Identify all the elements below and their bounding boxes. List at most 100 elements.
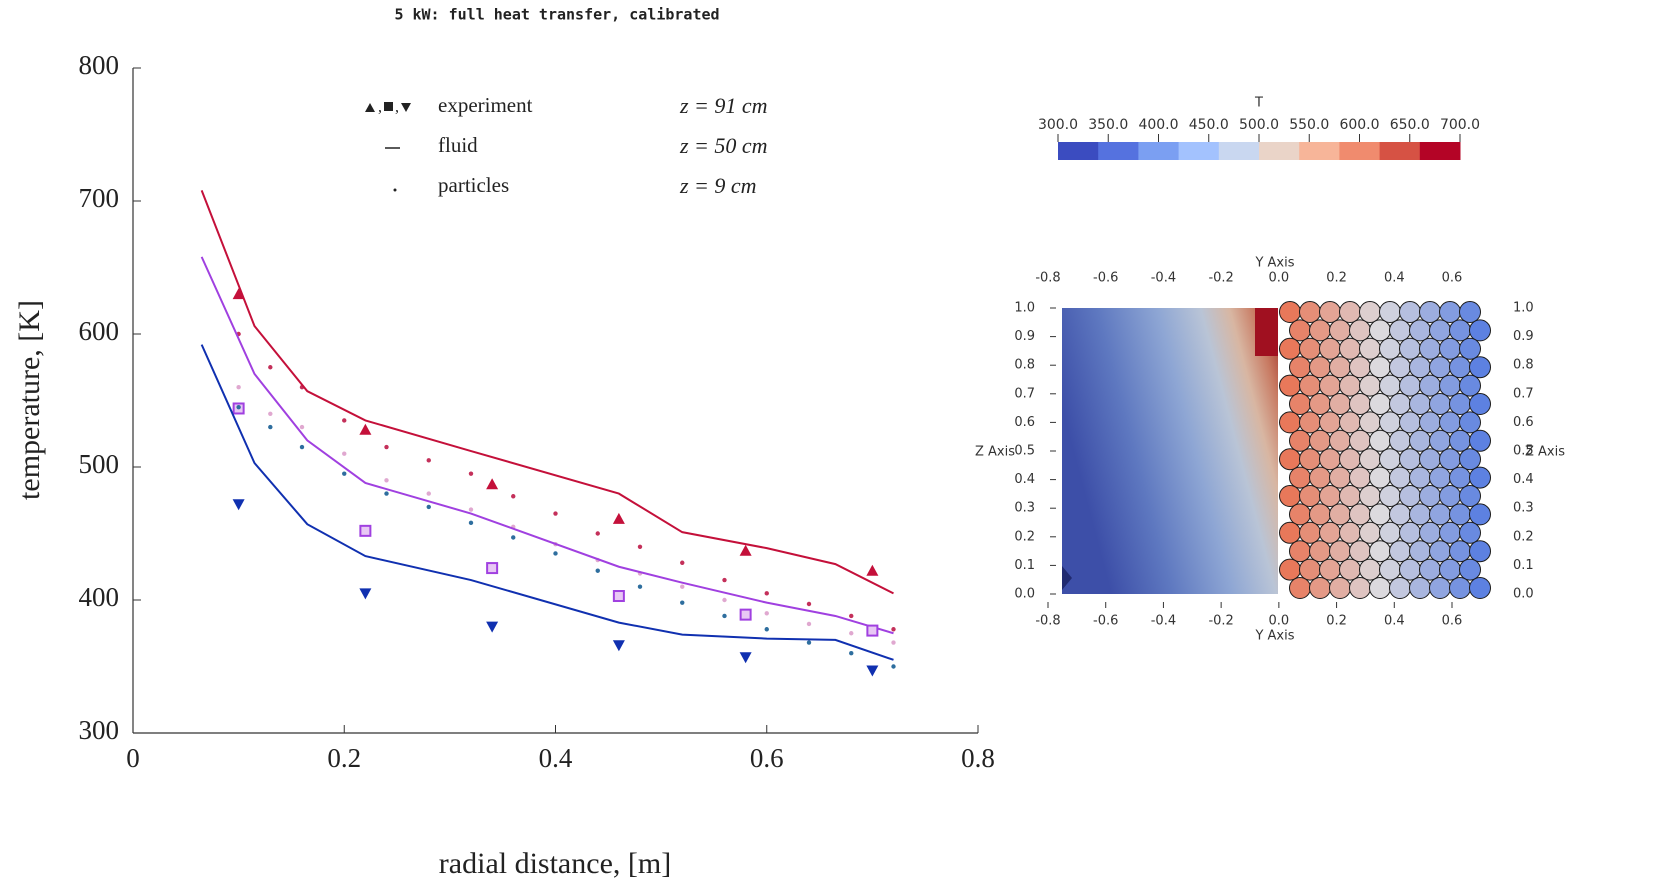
packed-particle (1289, 577, 1311, 599)
packed-particle (1349, 466, 1371, 489)
packed-particle (1299, 521, 1321, 544)
sim-y-tick-label: -0.8 (1035, 614, 1060, 629)
colorbar-band (1259, 142, 1300, 160)
packed-particle (1289, 466, 1311, 489)
packed-particle (1399, 485, 1421, 507)
colorbar-tick-label: 350.0 (1088, 117, 1128, 133)
packed-particle (1369, 540, 1391, 563)
sim-z-tick-label: 0.4 (1014, 472, 1035, 487)
colorbar-tick-label: 600.0 (1339, 117, 1379, 133)
particle-point (680, 600, 685, 605)
packed-particle (1369, 356, 1391, 379)
packed-particle (1339, 558, 1361, 581)
packed-particle (1439, 301, 1461, 323)
particle-point (426, 458, 431, 463)
packed-particle (1409, 393, 1431, 415)
packed-particle (1279, 521, 1301, 544)
legend-series-label: z = 9 cm (679, 173, 757, 198)
packed-particle (1349, 393, 1371, 415)
packed-particle (1409, 503, 1431, 526)
packed-particle (1429, 466, 1451, 489)
particle-point (722, 613, 727, 619)
packed-particle (1409, 319, 1431, 342)
contour-hot-spot (1255, 308, 1278, 356)
particle-point (468, 471, 474, 476)
y-tick-label: 400 (79, 582, 120, 612)
experiment-marker (359, 423, 372, 435)
particle-point (236, 404, 241, 410)
packed-particle (1439, 337, 1461, 360)
packed-particle (1419, 301, 1441, 323)
packed-particle (1309, 503, 1331, 526)
packed-particle (1429, 393, 1451, 415)
packed-particle (1449, 319, 1471, 342)
chart-title: 5 kW: full heat transfer, calibrated (394, 6, 719, 24)
packed-particle (1379, 411, 1401, 434)
packed-particle (1279, 485, 1301, 507)
sim-z-tick-label-right: 0.9 (1513, 329, 1534, 344)
packed-particle (1289, 319, 1311, 342)
packed-particle (1369, 503, 1391, 526)
packed-particle (1359, 411, 1381, 434)
sim-z-tick-label-right: 0.7 (1513, 386, 1534, 401)
particle-point (299, 444, 305, 450)
packed-particle (1299, 448, 1321, 471)
particle-point (384, 491, 389, 496)
packed-particle (1439, 411, 1461, 434)
packed-particle (1429, 356, 1451, 379)
packed-particle (1439, 521, 1461, 544)
y-tick-label: 600 (79, 316, 120, 346)
packed-particle (1419, 448, 1441, 471)
particle-point (595, 568, 600, 573)
particle-point (764, 627, 769, 632)
packed-particle (1419, 521, 1441, 544)
packed-particle (1469, 356, 1491, 379)
packed-particle (1459, 301, 1481, 323)
sim-y-tick-label: -0.2 (1208, 614, 1233, 629)
packed-particle (1309, 319, 1331, 342)
fluid-line (200, 256, 894, 635)
packed-particle (1449, 393, 1471, 415)
colorbar-tick-label: 450.0 (1189, 117, 1229, 133)
colorbar-band (1379, 142, 1421, 160)
packed-particle (1469, 319, 1491, 342)
particle-point (806, 621, 812, 627)
packed-particle (1309, 356, 1331, 379)
packed-particle (1409, 540, 1431, 563)
sim-y-tick-label-top: 0.4 (1384, 271, 1405, 286)
packed-particle (1379, 521, 1401, 544)
packed-particle (1289, 540, 1311, 563)
sim-z-tick-label-right: 0.3 (1513, 501, 1534, 516)
particle-point (637, 544, 643, 549)
packed-particle (1399, 301, 1421, 323)
packed-particle (1439, 374, 1461, 397)
colorbar-tick-label: 550.0 (1289, 117, 1329, 133)
sim-y-tick-label-top: 0.2 (1326, 271, 1347, 286)
colorbar-band (1419, 142, 1461, 160)
packed-particle (1379, 558, 1401, 581)
packed-particle (1389, 503, 1411, 526)
svg-text:,: , (378, 99, 382, 116)
packed-particle (1469, 466, 1491, 489)
packed-particle (1329, 319, 1351, 342)
sim-z-tick-label-right: 0.8 (1513, 358, 1534, 373)
sim-y-tick-label-top: 0.6 (1442, 271, 1463, 286)
colorbar-band (1098, 142, 1139, 160)
particle-point (468, 520, 474, 526)
packed-particle (1469, 429, 1491, 452)
experiment-marker (612, 640, 625, 652)
legend-symbols: , , (365, 99, 411, 192)
packed-particle (1289, 429, 1311, 452)
sim-z-tick-label: 0.7 (1014, 386, 1035, 401)
particle-point (722, 597, 727, 603)
sim-z-tick-label: 0.8 (1014, 358, 1035, 373)
packed-particle (1279, 558, 1301, 581)
packed-particle (1289, 356, 1311, 379)
particle-point (468, 507, 474, 512)
svg-text:,: , (395, 99, 399, 116)
sim-z-tick-label: 0.6 (1014, 415, 1035, 430)
sim-y-axis-label: Y Axis (1254, 256, 1294, 271)
packed-particle (1309, 540, 1331, 563)
sim-z-tick-label: 0.9 (1014, 329, 1035, 344)
packed-particle (1349, 356, 1371, 379)
